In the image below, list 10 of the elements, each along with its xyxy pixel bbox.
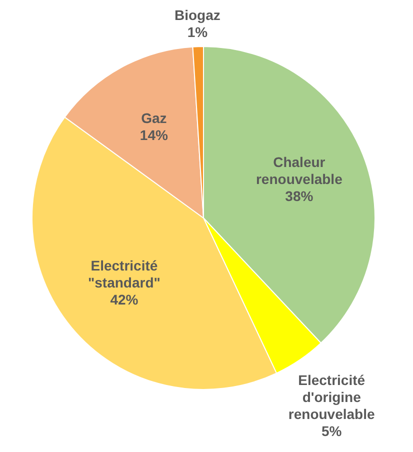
data-label: 5% [321, 422, 342, 439]
data-label: 1% [187, 24, 208, 40]
slice-label: Electricité "standard" [88, 257, 160, 290]
data-label: 38% [285, 188, 314, 204]
data-label: 14% [140, 127, 168, 144]
slice-label: Chaleur renouvelable [256, 154, 343, 187]
data-label: 42% [110, 291, 139, 308]
slice-label: Electricité d'origine renouvelable [288, 372, 375, 422]
slice-label: Gaz [141, 110, 167, 126]
slice-label: Biogaz [174, 7, 220, 24]
